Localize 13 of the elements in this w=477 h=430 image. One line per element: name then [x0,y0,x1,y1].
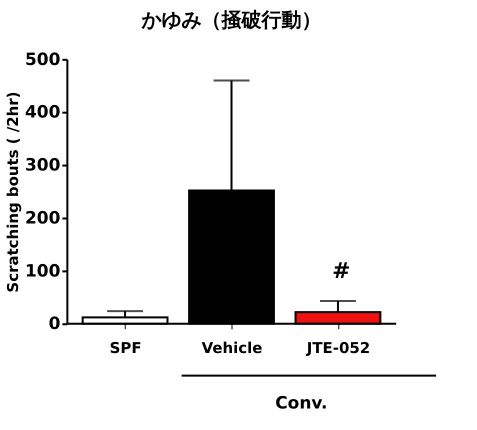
y-tick-label: 200 [24,207,60,228]
x-tick-label: JTE-052 [306,339,370,358]
y-tick-label: 100 [24,260,60,280]
x-tick-label: SPF [110,339,142,358]
y-tick-label: 300 [24,154,60,175]
y-tick-label: 0 [48,313,60,334]
x-tick-label: Vehicle [202,339,262,358]
chart-title: かゆみ（掻破行動） [140,7,322,32]
annotation: # [332,258,350,284]
text: Conv. [275,392,328,413]
y-axis-title: Scratching bouts ( /2hr) [4,91,22,293]
y-tick-label: 400 [24,102,60,122]
y-tick-label: 500 [24,48,60,69]
